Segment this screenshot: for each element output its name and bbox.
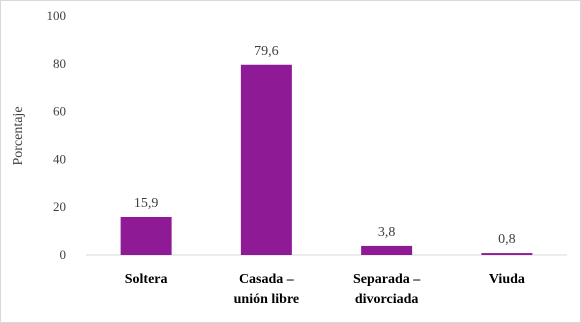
- data-label: 0,8: [498, 232, 516, 247]
- y-tick-label: 100: [47, 8, 67, 23]
- y-tick-label: 20: [53, 199, 66, 214]
- y-tick-label: 80: [53, 56, 66, 71]
- x-tick-label: Viuda: [489, 272, 525, 287]
- y-tick-label: 40: [53, 151, 66, 166]
- data-label: 15,9: [134, 196, 159, 211]
- y-axis-label: Porcentaje: [11, 106, 26, 165]
- category-labels-group: Soltera Casada – unión libre Separada – divo…: [125, 272, 525, 307]
- y-axis-ticks: 0 20 40 60 80 100: [47, 8, 67, 262]
- y-tick-label: 60: [53, 104, 66, 119]
- bar: [120, 216, 172, 255]
- bar: [361, 245, 413, 255]
- x-tick-label: Casada – unión libre: [234, 272, 300, 307]
- bar: [240, 64, 292, 255]
- x-tick-label: Separada – divorciada: [353, 272, 421, 307]
- x-tick-label: Soltera: [125, 272, 168, 287]
- y-tick-label: 0: [60, 247, 67, 262]
- data-label: 3,8: [378, 225, 396, 240]
- data-label: 79,6: [254, 44, 279, 59]
- bars-group: [120, 64, 533, 255]
- bar: [481, 253, 533, 255]
- value-labels-group: 15,9 79,6 3,8 0,8: [134, 44, 516, 247]
